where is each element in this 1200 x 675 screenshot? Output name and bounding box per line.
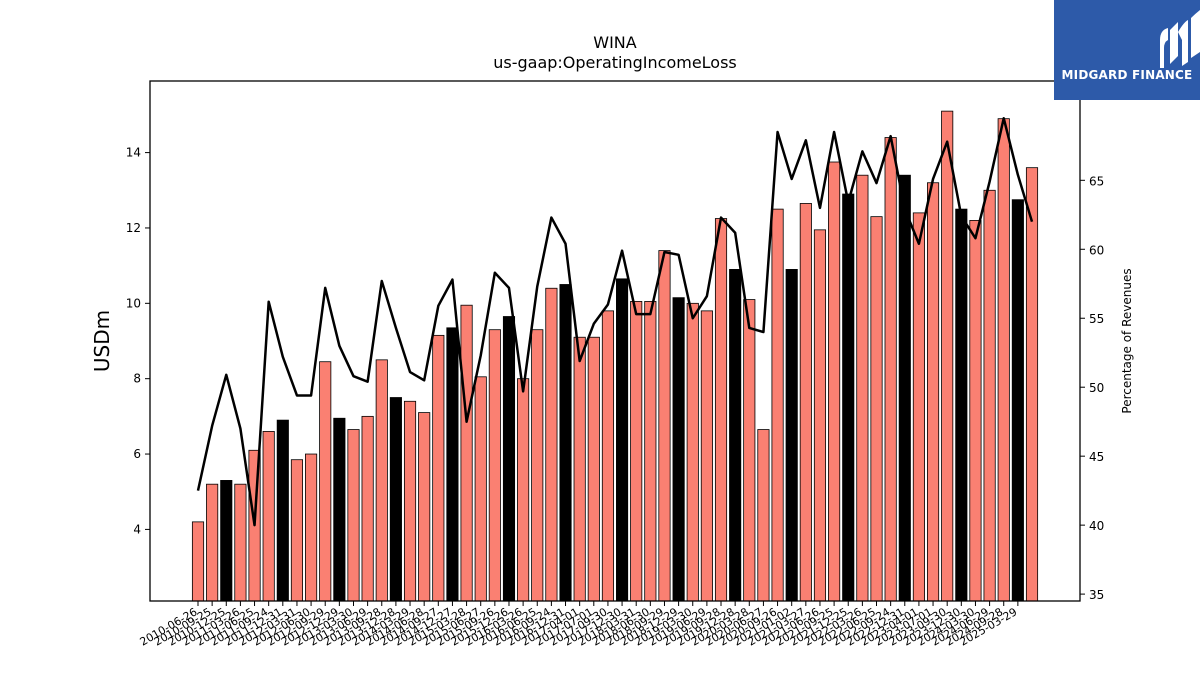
bar-59 xyxy=(1025,167,1039,602)
bar-46 xyxy=(842,193,855,602)
bar-6 xyxy=(276,419,289,602)
bar-13 xyxy=(375,359,388,602)
y-tick-label-2: 8 xyxy=(133,372,141,386)
bar-39 xyxy=(743,299,756,602)
bar-17 xyxy=(432,334,445,602)
bar-3 xyxy=(234,483,247,602)
bar-11 xyxy=(347,429,360,602)
y2-tick-label-5: 60 xyxy=(1089,243,1104,257)
bar-51 xyxy=(912,212,925,602)
y2-axis-label: Percentage of Revenues xyxy=(1120,268,1134,413)
bar-34 xyxy=(672,297,685,602)
y2-tick-label-4: 55 xyxy=(1089,312,1104,326)
bar-50 xyxy=(898,174,911,602)
bar-41 xyxy=(771,208,784,602)
bar-21 xyxy=(488,329,501,602)
bar-22 xyxy=(502,316,516,602)
bar-20 xyxy=(474,376,487,602)
logo-mark-icon xyxy=(1160,10,1200,68)
bar-1 xyxy=(206,483,219,602)
brand-logo: MIDGARD FINANCE xyxy=(1054,0,1200,100)
bar-38 xyxy=(729,269,742,602)
y-tick-label-1: 6 xyxy=(133,447,141,461)
bar-16 xyxy=(418,412,431,602)
bar-56 xyxy=(983,189,996,602)
bar-30 xyxy=(616,278,629,602)
bar-15 xyxy=(403,400,417,602)
bar-27 xyxy=(573,336,586,602)
bar-47 xyxy=(856,174,869,602)
bar-44 xyxy=(813,229,827,602)
bar-9 xyxy=(319,361,332,602)
y-axis-label: USDm xyxy=(90,310,114,372)
chart-title: WINA xyxy=(593,33,637,52)
bar-48 xyxy=(870,216,883,602)
bar-37 xyxy=(714,218,728,602)
bar-7 xyxy=(290,459,304,602)
bar-35 xyxy=(686,302,699,602)
bar-36 xyxy=(700,310,713,602)
y-tick-label-0: 4 xyxy=(133,522,141,536)
bar-58 xyxy=(1011,199,1024,602)
bar-45 xyxy=(828,161,841,602)
percentage-line xyxy=(196,116,1034,527)
bar-28 xyxy=(587,336,600,602)
x-axis: 2010-06-262010-09-252010-12-252011-03-26… xyxy=(138,601,1019,649)
line-layer xyxy=(196,116,1034,527)
bar-8 xyxy=(305,453,318,602)
bar-54 xyxy=(955,208,968,602)
y-axis-left: 4 6 8 10 12 14 xyxy=(126,146,150,536)
y2-tick-label-1: 40 xyxy=(1089,519,1104,533)
logo-text: MIDGARD FINANCE xyxy=(1061,68,1193,82)
bar-26 xyxy=(559,284,572,602)
bar-33 xyxy=(658,250,671,602)
bar-29 xyxy=(601,310,614,602)
bar-42 xyxy=(785,269,798,602)
bar-24 xyxy=(531,329,544,602)
bar-19 xyxy=(460,304,473,602)
plot-frame xyxy=(149,80,1081,602)
bar-23 xyxy=(517,378,530,602)
bar-40 xyxy=(757,429,770,602)
y2-tick-label-0: 35 xyxy=(1089,588,1104,602)
bar-5 xyxy=(262,431,275,602)
y2-tick-label-3: 50 xyxy=(1089,381,1104,395)
bar-53 xyxy=(941,110,954,602)
y2-tick-label-6: 65 xyxy=(1089,174,1104,188)
bar-55 xyxy=(969,220,982,602)
bar-0 xyxy=(191,521,205,602)
bar-57 xyxy=(997,118,1010,602)
bars-layer xyxy=(191,110,1039,602)
bar-49 xyxy=(884,137,897,602)
bar-31 xyxy=(630,301,643,602)
bar-14 xyxy=(389,397,402,602)
bar-32 xyxy=(644,301,657,602)
y-axis-right: 35 40 45 50 55 60 65 xyxy=(1080,174,1104,602)
y-tick-label-4: 12 xyxy=(126,221,141,235)
y-tick-label-5: 14 xyxy=(126,146,141,160)
bar-18 xyxy=(446,327,459,602)
bar-25 xyxy=(545,287,558,602)
bar-12 xyxy=(361,415,374,602)
y2-tick-label-2: 45 xyxy=(1089,450,1104,464)
bar-10 xyxy=(333,417,346,602)
bar-52 xyxy=(927,182,940,602)
bar-2 xyxy=(220,480,233,602)
chart-subtitle: us-gaap:OperatingIncomeLoss xyxy=(493,53,737,72)
bar-43 xyxy=(799,203,812,602)
y-tick-label-3: 10 xyxy=(126,296,141,310)
